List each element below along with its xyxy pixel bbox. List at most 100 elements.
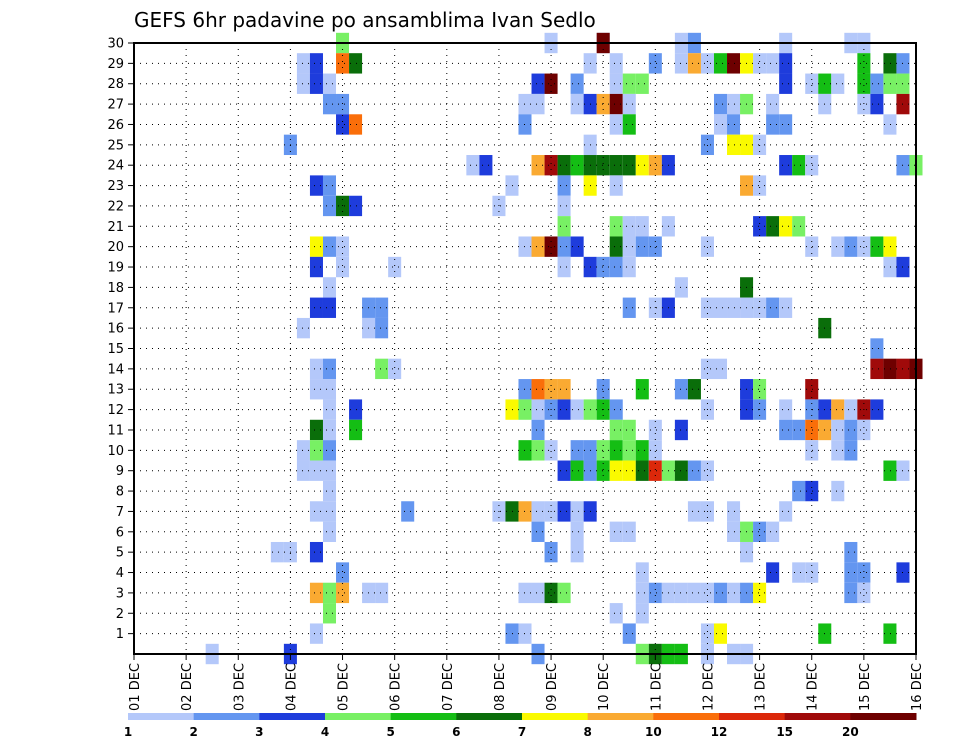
heatmap-cell <box>349 114 363 135</box>
heatmap-cell <box>609 419 623 441</box>
heatmap-cell <box>870 73 884 94</box>
heatmap-cell <box>753 134 767 156</box>
heatmap-cell <box>388 256 402 278</box>
x-tick-label: 11 DEC <box>649 663 664 711</box>
heatmap-cell <box>648 155 662 176</box>
heatmap-cell <box>322 419 337 441</box>
heatmap-cell <box>322 603 337 624</box>
y-tick-label: 18 <box>107 281 124 296</box>
heatmap-cell <box>622 236 636 257</box>
heatmap-cell <box>570 541 584 563</box>
heatmap-cell <box>857 53 871 74</box>
y-tick-label: 6 <box>116 525 124 540</box>
heatmap-cell <box>466 155 480 176</box>
heatmap-cell <box>609 155 623 176</box>
x-tick-label: 15 DEC <box>858 663 873 711</box>
heatmap-cell <box>753 379 767 400</box>
heatmap-cell <box>505 175 519 196</box>
colorbar-label: 4 <box>321 725 329 739</box>
heatmap-cell <box>700 53 714 74</box>
y-tick-label: 30 <box>107 37 124 52</box>
heatmap-cell <box>727 134 741 156</box>
heatmap-cell <box>557 501 571 522</box>
heatmap-cell <box>792 155 806 176</box>
heatmap-cell <box>857 73 871 94</box>
heatmap-cell <box>753 53 767 74</box>
heatmap-cell <box>674 53 688 74</box>
colorbar-label: 10 <box>645 725 662 739</box>
heatmap-cell <box>309 256 323 278</box>
x-tick-label: 08 DEC <box>493 663 508 711</box>
heatmap-cell <box>635 582 649 604</box>
heatmap-cell <box>622 73 636 94</box>
heatmap-cell <box>596 256 610 278</box>
heatmap-cell <box>505 623 519 644</box>
heatmap-cell <box>674 277 688 298</box>
x-tick-label: 06 DEC <box>389 663 404 711</box>
heatmap-cell <box>635 562 649 583</box>
heatmap-cell <box>544 440 558 461</box>
heatmap-cell <box>727 582 741 604</box>
heatmap-cell <box>779 53 793 74</box>
heatmap-cell <box>883 460 897 481</box>
heatmap-cell <box>753 175 767 196</box>
heatmap-cell <box>700 582 714 604</box>
heatmap-cell <box>596 379 610 400</box>
heatmap-cell <box>805 73 819 94</box>
heatmap-cell <box>336 562 350 583</box>
heatmap-cell <box>870 358 884 380</box>
heatmap-cell <box>322 195 337 217</box>
heatmap-cell <box>844 399 858 420</box>
heatmap-cell <box>713 93 728 115</box>
x-axis: 01 DEC 02 DEC 03 DEC 04 DEC 05 DEC 06 DEC 07 D… <box>128 654 925 711</box>
x-tick-label: 07 DEC <box>441 663 456 711</box>
heatmap-cell <box>596 460 610 481</box>
colorbar-label: 1 <box>124 725 132 739</box>
heatmap-cell <box>844 541 858 563</box>
heatmap-cell <box>635 440 649 461</box>
heatmap-cell <box>322 582 337 604</box>
heatmap-cell <box>766 562 780 583</box>
heatmap-cell <box>309 419 323 441</box>
colorbar-swatch <box>193 713 260 720</box>
heatmap-cell <box>309 541 323 563</box>
y-tick-label: 20 <box>107 240 124 255</box>
heatmap-cell <box>805 419 819 441</box>
colorbar-label: 7 <box>518 725 526 739</box>
heatmap-cell <box>700 134 714 156</box>
y-tick-label: 14 <box>107 362 124 377</box>
heatmap-cell <box>570 521 584 542</box>
heatmap-cell <box>570 155 584 176</box>
heatmap-cell <box>309 73 323 94</box>
heatmap-cell <box>831 480 845 502</box>
heatmap-cell <box>622 93 636 115</box>
y-axis: 1234567891011121314151617181920212223242… <box>107 37 134 642</box>
heatmap-cell <box>713 53 728 74</box>
heatmap-cell <box>596 440 610 461</box>
heatmap-cell <box>557 399 571 420</box>
heatmap-cell <box>531 501 545 522</box>
heatmap-cell <box>622 521 636 542</box>
colorbar-swatch <box>128 713 195 720</box>
heatmap-cell <box>674 582 688 604</box>
heatmap-cell <box>544 379 558 400</box>
heatmap-cell <box>870 93 884 115</box>
heatmap-cell <box>557 379 571 400</box>
heatmap-cell <box>609 53 623 74</box>
heatmap-cell <box>309 501 323 522</box>
heatmap-cell <box>883 623 897 644</box>
heatmap-cell <box>349 399 363 420</box>
heatmap-cell <box>622 256 636 278</box>
x-tick-label: 16 DEC <box>910 663 925 711</box>
heatmap-cell <box>700 236 714 257</box>
heatmap-cell <box>375 317 389 339</box>
heatmap-cell <box>505 399 519 420</box>
heatmap-cell <box>531 521 545 542</box>
colorbar-swatch <box>456 713 523 720</box>
heatmap-cell <box>635 379 649 400</box>
heatmap-cell <box>687 501 701 522</box>
colorbar-label: 15 <box>776 725 793 739</box>
heatmap-cell <box>296 460 310 481</box>
heatmap-cell <box>727 93 741 115</box>
